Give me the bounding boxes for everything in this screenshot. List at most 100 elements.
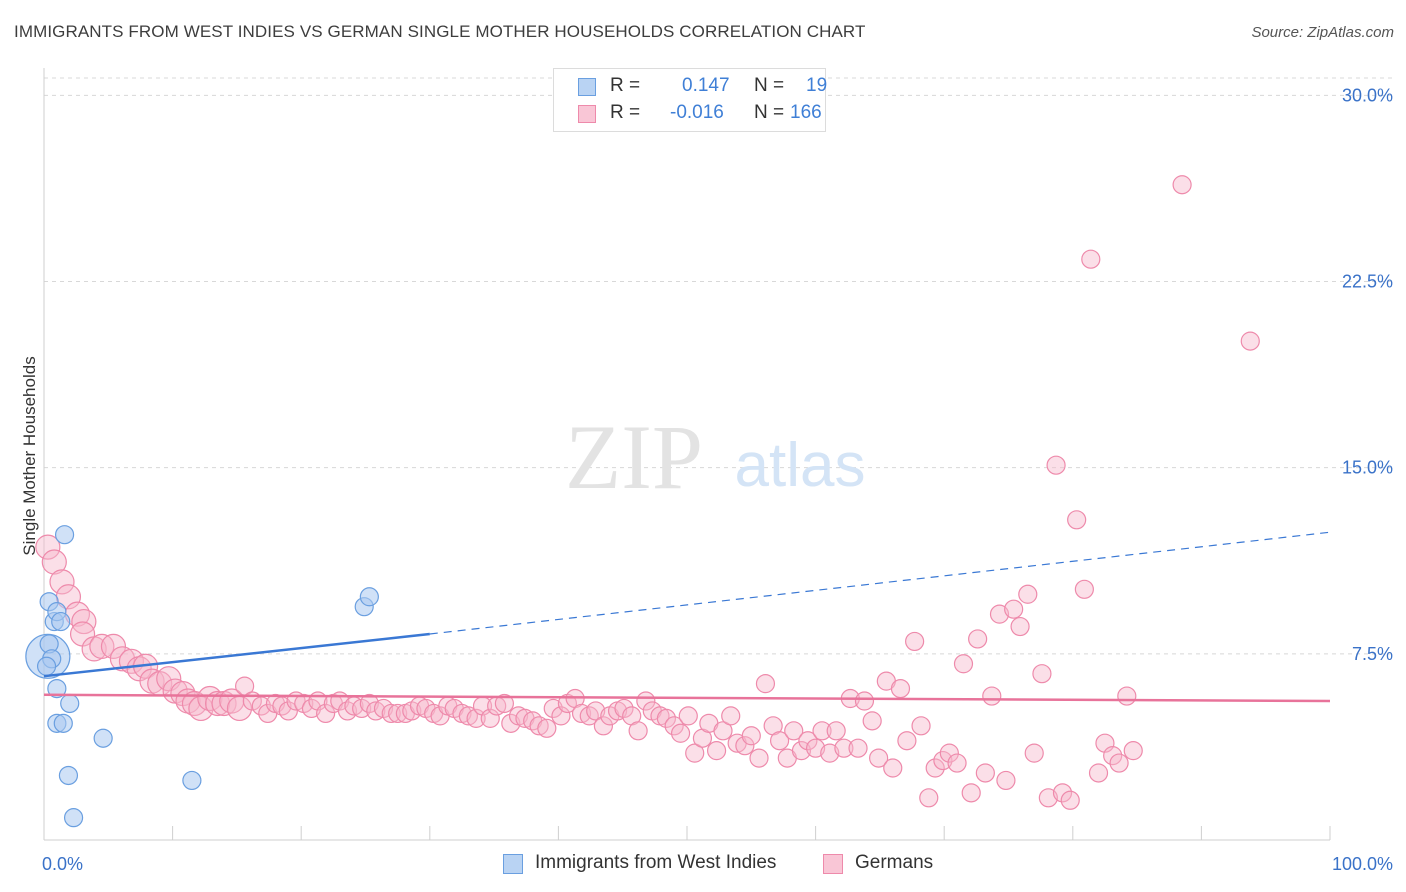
germans-point — [749, 748, 769, 768]
germans-point — [947, 753, 967, 773]
germans-point — [664, 716, 684, 736]
chart-title: IMMIGRANTS FROM WEST INDIES VS GERMAN SI… — [14, 22, 866, 41]
germans-point — [791, 741, 812, 761]
germans-point — [1103, 746, 1123, 766]
germans-point — [798, 731, 818, 751]
germans-point — [1088, 763, 1109, 783]
germans-point — [1046, 455, 1066, 475]
germans-point — [35, 534, 61, 560]
correlation-legend: R = 0.147 N = 19 R = -0.016 N = 166 — [553, 68, 828, 132]
west-indies-point — [93, 728, 113, 748]
germans-point — [939, 743, 959, 763]
germans-point — [301, 698, 322, 719]
germans-trend-line — [43, 693, 1331, 703]
germans-point — [316, 703, 336, 724]
germans-point — [805, 738, 826, 758]
germans-point — [381, 703, 401, 724]
germans-point — [543, 698, 563, 719]
legend-n-label: N = — [754, 75, 785, 96]
germans-point — [1117, 686, 1137, 706]
germans-point — [721, 706, 741, 726]
legend-swatch-blue — [578, 78, 596, 96]
legend-n-value: 166 — [790, 102, 822, 123]
germans-point — [458, 706, 478, 726]
x-tick-label: 100.0% — [1332, 854, 1393, 874]
germans-point — [494, 693, 514, 714]
germans-point — [656, 708, 677, 728]
germans-point — [1018, 584, 1038, 604]
germans-point — [713, 721, 733, 741]
germans-point — [706, 741, 727, 761]
germans-point — [820, 743, 840, 763]
germans-point — [388, 703, 408, 724]
germans-point — [529, 716, 549, 736]
germans-point — [905, 631, 925, 652]
legend-r-value: -0.016 — [670, 102, 724, 123]
germans-point — [854, 691, 875, 711]
west-indies-point — [63, 808, 84, 828]
germans-point — [862, 711, 882, 731]
west-indies-points — [25, 525, 379, 828]
germans-point — [628, 721, 648, 741]
gridlines — [44, 77, 1394, 655]
germans-point — [551, 706, 571, 726]
west-indies-point — [182, 770, 202, 791]
germans-point — [834, 738, 854, 758]
germans-point — [593, 716, 614, 736]
west-indies-point — [53, 713, 73, 733]
legend-n-label: N = — [754, 102, 785, 123]
germans-point — [1123, 741, 1143, 761]
germans-point — [735, 736, 755, 756]
germans-point — [678, 706, 698, 726]
germans-point — [1010, 616, 1030, 637]
west-indies-point — [54, 525, 75, 545]
legend-r-value: 0.147 — [682, 75, 730, 96]
germans-point — [1052, 783, 1073, 803]
legend-n-value: 19 — [806, 75, 828, 96]
germans-point — [366, 701, 386, 721]
germans-point — [197, 685, 223, 712]
bottom-legend-swatch-pink — [823, 854, 843, 874]
germans-point — [925, 758, 945, 778]
germans-point — [1004, 599, 1024, 619]
germans-point — [961, 783, 981, 803]
bottom-legend-label: Germans — [855, 852, 934, 873]
germans-point — [784, 721, 804, 741]
germans-point — [826, 721, 846, 741]
germans-point — [741, 726, 761, 746]
watermark: ZIP atlas — [565, 406, 865, 508]
x-tick-label: 0.0% — [42, 854, 83, 874]
germans-point — [1074, 579, 1094, 599]
germans-point — [501, 713, 521, 733]
germans-point — [109, 646, 136, 672]
germans-point — [1240, 331, 1260, 351]
west-indies-point — [58, 765, 79, 786]
germans-point — [537, 718, 557, 738]
germans-point — [685, 743, 705, 763]
germans-point — [337, 701, 358, 721]
germans-point — [41, 549, 67, 575]
germans-point — [1060, 790, 1080, 810]
west-indies-point — [51, 611, 71, 632]
watermark-zip: ZIP — [565, 406, 703, 508]
germans-point — [579, 706, 599, 726]
axes — [43, 68, 1331, 841]
germans-point — [49, 569, 75, 595]
germans-point — [1067, 510, 1087, 530]
germans-point — [883, 758, 903, 778]
germans-point — [933, 750, 953, 771]
germans-point — [989, 604, 1010, 624]
germans-point — [1032, 664, 1052, 684]
chart-source: Source: ZipAtlas.com — [1251, 24, 1394, 41]
germans-point — [670, 723, 691, 743]
germans-point — [769, 731, 790, 751]
germans-point — [614, 698, 634, 719]
legend-r-label: R = — [610, 102, 641, 123]
germans-point — [586, 701, 606, 721]
legend-r-label: R = — [610, 75, 641, 96]
y-tick-label: 15.0% — [1342, 458, 1393, 478]
west-indies-point — [36, 656, 57, 676]
germans-point — [982, 686, 1002, 706]
germans-point — [953, 654, 974, 674]
germans-point — [897, 731, 917, 751]
